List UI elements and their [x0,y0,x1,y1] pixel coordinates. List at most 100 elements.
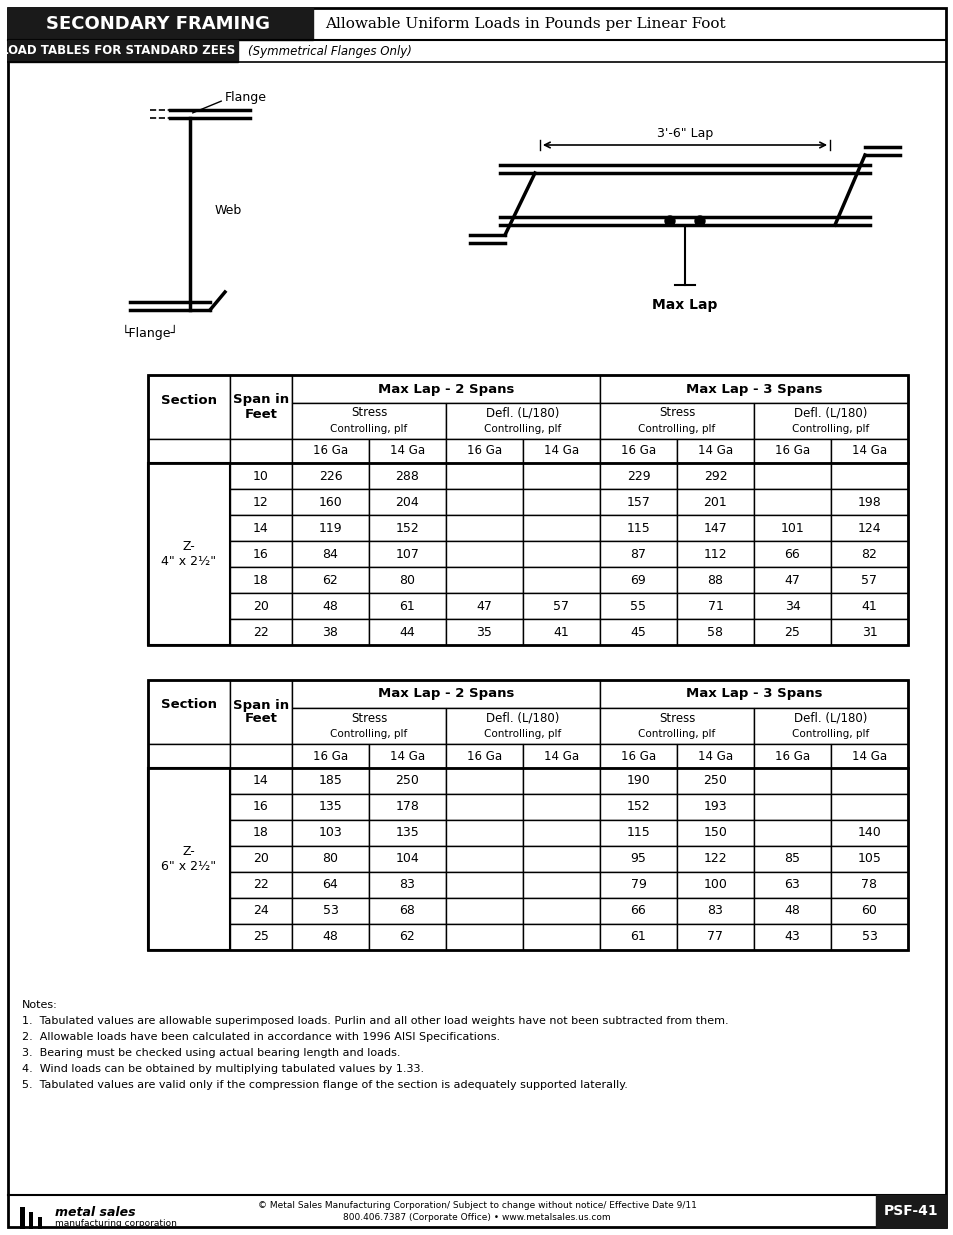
Bar [522,438,599,463]
Text: 201: 201 [703,495,726,509]
Bar [8,40,237,62]
Bar [522,794,599,820]
Bar [292,541,369,567]
Bar [522,567,599,593]
Text: 101: 101 [780,521,803,535]
Bar [830,463,907,489]
Bar [522,872,599,898]
Bar [446,463,522,489]
Text: 20: 20 [253,852,269,866]
Text: Controlling, plf: Controlling, plf [792,729,869,739]
Bar [230,567,292,593]
Text: 2.  Allowable loads have been calculated in accordance with 1996 AISI Specificat: 2. Allowable loads have been calculated … [22,1032,499,1042]
Text: 16 Ga: 16 Ga [620,750,656,762]
Bar [677,619,753,645]
Bar [753,489,830,515]
Text: 41: 41 [553,625,569,638]
Text: Max Lap - 2 Spans: Max Lap - 2 Spans [377,383,514,395]
Bar [753,541,830,567]
Text: 16 Ga: 16 Ga [620,445,656,457]
Bar [677,924,753,950]
Text: Stress: Stress [351,406,387,420]
Text: Max Lap: Max Lap [652,298,717,312]
Bar [677,593,753,619]
Bar [369,619,446,645]
Bar [599,743,677,768]
Bar [446,541,522,567]
Text: 124: 124 [857,521,881,535]
Text: 87: 87 [630,547,646,561]
Bar [369,515,446,541]
Text: 16 Ga: 16 Ga [774,750,809,762]
Bar [677,794,753,820]
Bar [677,489,753,515]
Text: PSF-41: PSF-41 [882,1204,938,1218]
Text: 57: 57 [553,599,569,613]
Text: Controlling, plf: Controlling, plf [484,729,561,739]
Bar [292,743,369,768]
Bar [292,375,599,403]
Text: 80: 80 [399,573,416,587]
Bar [753,820,830,846]
Bar [677,438,753,463]
Text: 25: 25 [253,930,269,944]
Bar [292,515,369,541]
Bar [148,463,230,645]
Bar [369,898,446,924]
Bar [148,680,907,950]
Bar [599,515,677,541]
Text: 104: 104 [395,852,419,866]
Text: 16: 16 [253,800,269,814]
Text: 16 Ga: 16 Ga [313,750,348,762]
Text: 4.  Wind loads can be obtained by multiplying tabulated values by 1.33.: 4. Wind loads can be obtained by multipl… [22,1065,424,1074]
Text: 38: 38 [322,625,338,638]
Bar [753,924,830,950]
Text: 190: 190 [626,774,650,788]
Bar [369,438,446,463]
Bar [446,924,522,950]
Bar [292,794,369,820]
Bar [522,463,599,489]
Bar [8,7,313,40]
Text: 16 Ga: 16 Ga [466,750,501,762]
Bar [599,872,677,898]
Text: 1.  Tabulated values are allowable superimposed loads. Purlin and all other load: 1. Tabulated values are allowable superi… [22,1016,728,1026]
Bar [522,619,599,645]
Circle shape [695,216,704,226]
Bar [230,375,292,438]
Bar [753,403,907,438]
Text: 152: 152 [395,521,419,535]
Text: 24: 24 [253,904,269,918]
Bar [148,743,230,768]
Text: 250: 250 [702,774,727,788]
Text: 185: 185 [318,774,342,788]
Bar [292,820,369,846]
Bar [677,515,753,541]
Bar [599,619,677,645]
Bar [599,375,907,403]
Text: 55: 55 [630,599,646,613]
Text: 14 Ga: 14 Ga [698,750,732,762]
Text: 12: 12 [253,495,269,509]
Bar [599,846,677,872]
Bar [599,768,677,794]
Bar [753,515,830,541]
Text: Web: Web [214,204,242,216]
Bar [446,872,522,898]
Text: 44: 44 [399,625,415,638]
Text: 62: 62 [399,930,415,944]
Text: 115: 115 [626,826,650,840]
Bar [148,438,230,463]
Bar [830,619,907,645]
Text: Section: Section [161,699,216,711]
Bar [292,619,369,645]
Text: SECONDARY FRAMING: SECONDARY FRAMING [46,15,270,33]
Bar [830,438,907,463]
Bar [753,768,830,794]
Text: 152: 152 [626,800,650,814]
Bar [369,541,446,567]
Bar [677,743,753,768]
Text: Defl. (L/180): Defl. (L/180) [486,711,559,725]
Bar [446,768,522,794]
Bar [830,794,907,820]
